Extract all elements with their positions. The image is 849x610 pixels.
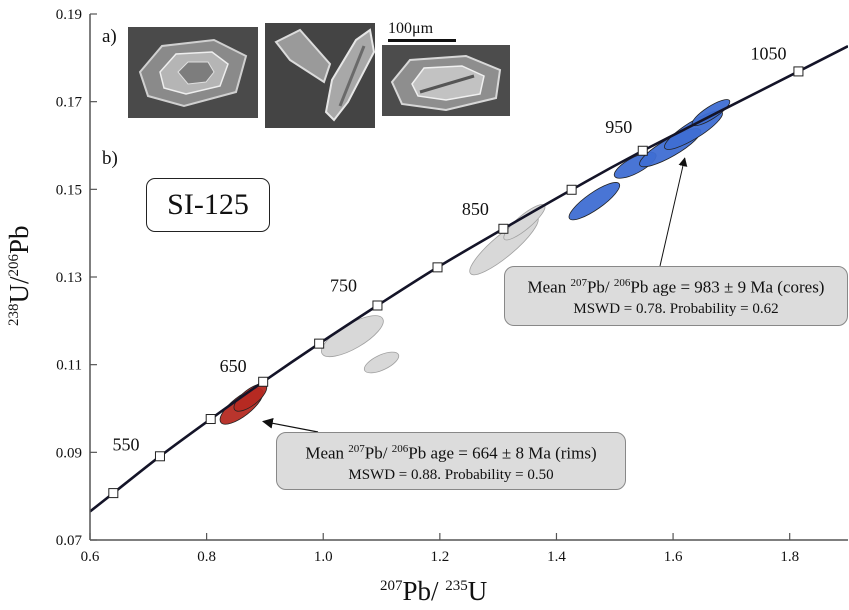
age-marker <box>637 145 648 156</box>
rims-annotation-line2: MSWD = 0.88. Probability = 0.50 <box>348 466 554 483</box>
y-axis-label: 238U/206Pb <box>4 225 34 326</box>
age-label-750: 750 <box>330 275 357 295</box>
sample-label: SI-125 <box>167 188 249 221</box>
scale-bar: 100μm <box>388 20 456 42</box>
zircon-image-1 <box>128 27 258 118</box>
age-label-550: 550 <box>112 434 139 454</box>
y-tick-label: 0.09 <box>56 445 82 461</box>
concordia-curve <box>90 45 848 513</box>
x-tick-label: 0.8 <box>197 549 216 565</box>
rims-arrow <box>262 417 319 433</box>
x-tick-label: 1.2 <box>430 549 449 565</box>
age-marker <box>258 376 269 387</box>
concordia-line <box>90 45 848 513</box>
cores-annotation: Mean 207Pb/ 206Pb age = 983 ± 9 Ma (core… <box>504 266 848 326</box>
tick-marks <box>89 13 791 541</box>
age-marker <box>566 184 577 195</box>
tick-labels: 0.6 0.8 1.0 1.2 1.4 1.6 1.8 0.07 0.09 0.11 0.13 0.1… <box>56 7 799 565</box>
x-axis-label: 207Pb/ 235U <box>380 576 488 606</box>
y-tick-label: 0.15 <box>56 182 82 198</box>
y-tick-label: 0.07 <box>56 533 83 549</box>
data-ellipses <box>219 99 731 425</box>
x-tick-label: 1.0 <box>314 549 333 565</box>
y-tick-label: 0.19 <box>56 7 82 23</box>
cores-annotation-line1: Mean 207Pb/ 206Pb age = 983 ± 9 Ma (core… <box>527 277 825 297</box>
age-marker <box>793 66 804 77</box>
rims-annotation: Mean 207Pb/ 206Pb age = 664 ± 8 Ma (rims… <box>276 432 626 490</box>
age-label-1050: 1050 <box>750 43 786 63</box>
sample-label-box: SI-125 <box>146 178 270 232</box>
scale-bar-line <box>388 39 456 42</box>
age-label-950: 950 <box>605 117 632 137</box>
error-ellipse-discordant <box>363 351 400 374</box>
panel-label-b: b) <box>102 148 118 169</box>
cores-arrow <box>659 157 688 267</box>
x-tick-label: 1.8 <box>780 549 799 565</box>
age-marker <box>154 451 165 462</box>
age-marker <box>498 223 509 234</box>
rims-annotation-line1: Mean 207Pb/ 206Pb age = 664 ± 8 Ma (rims… <box>305 443 597 463</box>
zircon-image-3 <box>382 45 510 116</box>
age-marker <box>108 488 119 499</box>
x-tick-label: 0.6 <box>81 549 100 565</box>
age-label-650: 650 <box>220 356 247 376</box>
y-tick-label: 0.13 <box>56 270 82 286</box>
zircon-image-2 <box>265 23 376 128</box>
age-marker <box>205 414 216 425</box>
age-label-850: 850 <box>462 199 489 219</box>
panel-label-a: a) <box>102 26 117 47</box>
error-ellipse-cores <box>568 182 621 221</box>
age-marker <box>314 338 325 349</box>
age-marker <box>432 262 443 273</box>
y-tick-label: 0.17 <box>56 95 83 111</box>
zircon-images <box>128 23 510 128</box>
cores-annotation-line2: MSWD = 0.78. Probability = 0.62 <box>573 300 779 317</box>
scale-bar-label: 100μm <box>388 20 434 37</box>
x-tick-label: 1.4 <box>547 549 566 565</box>
x-tick-label: 1.6 <box>664 549 683 565</box>
age-marker <box>372 300 383 311</box>
y-tick-label: 0.11 <box>56 358 82 374</box>
